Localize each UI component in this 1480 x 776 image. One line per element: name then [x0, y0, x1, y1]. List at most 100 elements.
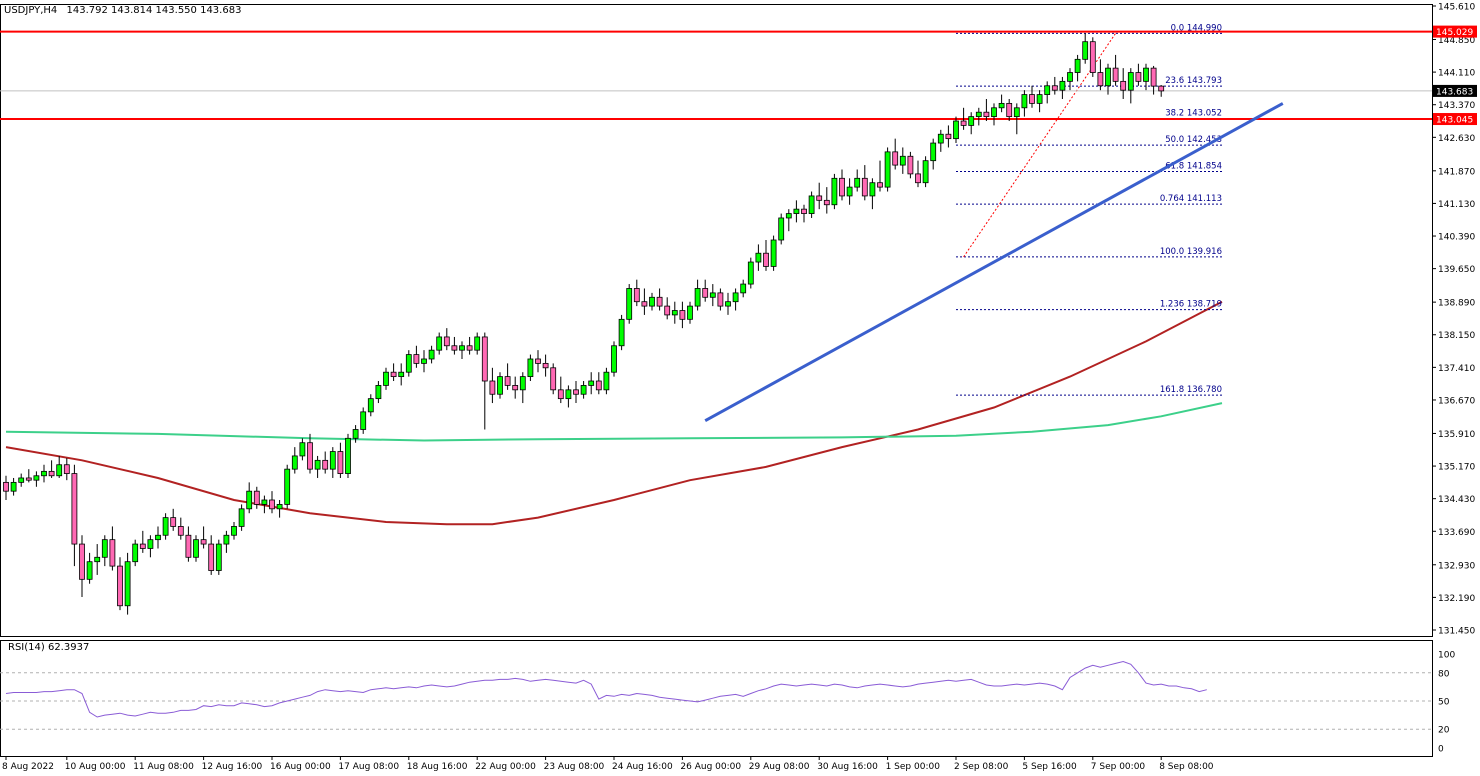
price-tick-label: 138.890	[1438, 299, 1475, 309]
candle	[497, 372, 503, 399]
moving-average-line	[5, 300, 1223, 526]
candle	[907, 151, 914, 179]
candle	[3, 475, 9, 500]
candle	[747, 257, 754, 289]
candle	[633, 279, 640, 307]
time-tick-label: 11 Aug 08:00	[133, 762, 194, 772]
rsi-panel: 100 80 50 20 0	[0, 651, 1455, 755]
time-axis: 8 Aug 2022 10 Aug 00:00 11 Aug 08:00 12 Aug…	[2, 756, 1214, 772]
candle	[1089, 37, 1096, 77]
candle	[527, 354, 534, 382]
price-tick-label: 137.410	[1438, 364, 1475, 374]
candle	[975, 107, 982, 126]
price-tick-label: 144.850	[1438, 36, 1475, 46]
candle	[1036, 90, 1043, 113]
candle	[960, 107, 967, 130]
candle	[1059, 76, 1066, 99]
time-tick-label: 12 Aug 16:00	[202, 762, 263, 772]
candle	[86, 552, 93, 584]
price-tick-label: 145.610	[1438, 3, 1475, 13]
price-tick-label: 135.910	[1438, 430, 1475, 440]
candle	[1044, 81, 1051, 104]
candle	[208, 535, 215, 575]
candle	[71, 464, 78, 567]
candle	[991, 103, 997, 126]
candle	[983, 98, 990, 122]
time-tick-label: 7 Sep 00:00	[1091, 762, 1146, 772]
candle	[307, 433, 313, 474]
candle	[854, 169, 861, 192]
candle	[808, 191, 815, 218]
rsi-pane-frame	[0, 640, 1433, 757]
candle	[284, 464, 291, 509]
price-tick-label: 140.390	[1438, 233, 1475, 243]
candle	[162, 513, 169, 540]
candle	[1097, 59, 1104, 91]
candle	[383, 367, 389, 390]
candle	[185, 526, 192, 562]
candle	[588, 372, 595, 395]
candle	[1006, 98, 1013, 122]
time-tick-label: 18 Aug 16:00	[407, 762, 468, 772]
candle	[1067, 68, 1073, 91]
candle	[1158, 85, 1165, 97]
rsi-tick-label: 100	[1438, 651, 1455, 661]
candle	[740, 279, 747, 298]
candle	[793, 200, 800, 223]
candle	[1074, 54, 1081, 82]
fib-level-label: 61.8 141.854	[1165, 162, 1222, 172]
level-price-box: 145.029	[1433, 25, 1477, 38]
candle	[117, 557, 123, 611]
candle	[314, 455, 321, 478]
candle	[565, 385, 572, 408]
rsi-tick-label: 80	[1438, 669, 1450, 679]
candle	[345, 433, 351, 478]
candle	[595, 372, 602, 395]
candle	[101, 535, 108, 567]
candle	[725, 292, 731, 315]
price-tick-label: 138.150	[1438, 331, 1475, 341]
candle	[535, 350, 541, 373]
candle	[41, 464, 47, 483]
fib-level-label: 23.6 143.793	[1165, 76, 1222, 86]
candle	[253, 486, 260, 509]
candle	[459, 341, 465, 359]
candle	[573, 381, 579, 404]
candle	[48, 460, 55, 478]
candle	[390, 363, 397, 382]
price-tick-label: 142.630	[1438, 134, 1475, 144]
time-tick-label: 10 Aug 00:00	[65, 762, 126, 772]
candle	[755, 244, 762, 271]
candle	[550, 363, 557, 395]
time-tick-label: 26 Aug 00:00	[680, 762, 741, 772]
price-tick-label: 131.450	[1438, 627, 1475, 637]
price-tick-label: 132.930	[1438, 561, 1475, 571]
candle	[337, 442, 344, 478]
candle	[656, 288, 663, 311]
candle	[1021, 90, 1028, 117]
candle	[709, 284, 716, 307]
candle	[831, 173, 838, 210]
price-tick-label: 139.650	[1438, 265, 1475, 275]
candle	[884, 147, 891, 192]
candle	[504, 363, 511, 390]
fib-level-label: 100.0 139.916	[1160, 247, 1222, 257]
candle	[892, 138, 899, 170]
candle	[1112, 54, 1119, 86]
chart-frames	[0, 4, 1433, 757]
candle	[1051, 76, 1058, 95]
candle	[861, 165, 868, 201]
candle	[869, 178, 876, 210]
candle	[428, 345, 435, 364]
ohlc-values: 143.792 143.814 143.550 143.683	[66, 5, 241, 16]
candle	[1082, 33, 1089, 64]
candle	[466, 336, 473, 355]
candle	[968, 112, 975, 135]
candle	[177, 517, 184, 540]
trendline-support[interactable]	[704, 102, 1284, 422]
candle	[79, 535, 85, 597]
candle	[481, 332, 488, 430]
candle	[1143, 63, 1149, 91]
price-tick-label: 134.430	[1438, 495, 1475, 505]
